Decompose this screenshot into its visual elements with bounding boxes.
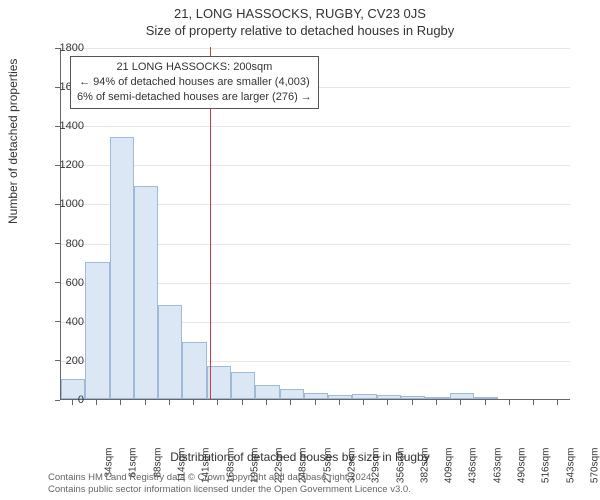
histogram-bar (377, 395, 401, 399)
x-axis-label: Distribution of detached houses by size … (0, 450, 600, 464)
x-tick-mark (509, 400, 510, 405)
histogram-bar (474, 397, 498, 399)
histogram-bar (85, 262, 109, 399)
y-tick-label: 1200 (44, 159, 84, 171)
y-tick-mark (55, 321, 60, 322)
y-tick-label: 1800 (44, 42, 84, 54)
y-tick-mark (55, 243, 60, 244)
histogram-bar (328, 395, 352, 399)
x-tick-mark (266, 400, 267, 405)
annotation-line: 6% of semi-detached houses are larger (2… (77, 90, 312, 105)
footer-line: Contains public sector information licen… (48, 484, 411, 496)
x-tick-mark (412, 400, 413, 405)
page-address-title: 21, LONG HASSOCKS, RUGBY, CV23 0JS (0, 0, 600, 21)
gridline (61, 165, 570, 166)
x-tick-mark (242, 400, 243, 405)
histogram-bar (425, 397, 449, 399)
y-tick-label: 200 (44, 355, 84, 367)
y-tick-label: 400 (44, 316, 84, 328)
y-tick-mark (55, 400, 60, 401)
histogram-bar (110, 137, 134, 399)
gridline (61, 48, 570, 49)
gridline (61, 126, 570, 127)
histogram-bar (304, 393, 328, 399)
histogram-bar (450, 393, 474, 399)
histogram-bar (231, 372, 255, 399)
histogram-bar (158, 305, 182, 399)
x-tick-mark (557, 400, 558, 405)
y-axis-label: Number of detached properties (6, 59, 20, 224)
x-tick-mark (120, 400, 121, 405)
x-tick-mark (290, 400, 291, 405)
y-tick-mark (55, 48, 60, 49)
histogram-bar (255, 385, 279, 399)
x-tick-mark (339, 400, 340, 405)
y-tick-label: 800 (44, 238, 84, 250)
histogram-bar (182, 342, 206, 399)
footer-line: Contains HM Land Registry data © Crown c… (48, 472, 411, 484)
y-tick-label: 600 (44, 277, 84, 289)
y-tick-mark (55, 360, 60, 361)
histogram-bar (134, 186, 158, 399)
histogram-bar (401, 396, 425, 399)
annotation-line: 21 LONG HASSOCKS: 200sqm (77, 60, 312, 75)
y-tick-mark (55, 204, 60, 205)
x-tick-mark (315, 400, 316, 405)
chart-title: Size of property relative to detached ho… (0, 23, 600, 38)
y-tick-mark (55, 165, 60, 166)
y-tick-mark (55, 126, 60, 127)
x-tick-mark (145, 400, 146, 405)
y-tick-mark (55, 87, 60, 88)
x-tick-mark (533, 400, 534, 405)
annotation-line: ← 94% of detached houses are smaller (4,… (77, 75, 312, 90)
x-tick-mark (217, 400, 218, 405)
x-tick-mark (485, 400, 486, 405)
x-tick-mark (193, 400, 194, 405)
x-tick-mark (436, 400, 437, 405)
y-tick-label: 0 (44, 394, 84, 406)
x-tick-mark (72, 400, 73, 405)
y-tick-label: 1000 (44, 198, 84, 210)
annotation-callout: 21 LONG HASSOCKS: 200sqm← 94% of detache… (70, 56, 319, 109)
x-tick-mark (460, 400, 461, 405)
x-tick-mark (169, 400, 170, 405)
x-tick-mark (96, 400, 97, 405)
histogram-bar (280, 389, 304, 399)
y-tick-mark (55, 282, 60, 283)
y-tick-label: 1400 (44, 120, 84, 132)
x-tick-mark (387, 400, 388, 405)
x-tick-mark (363, 400, 364, 405)
histogram-bar (352, 394, 376, 399)
attribution-footer: Contains HM Land Registry data © Crown c… (48, 472, 411, 496)
